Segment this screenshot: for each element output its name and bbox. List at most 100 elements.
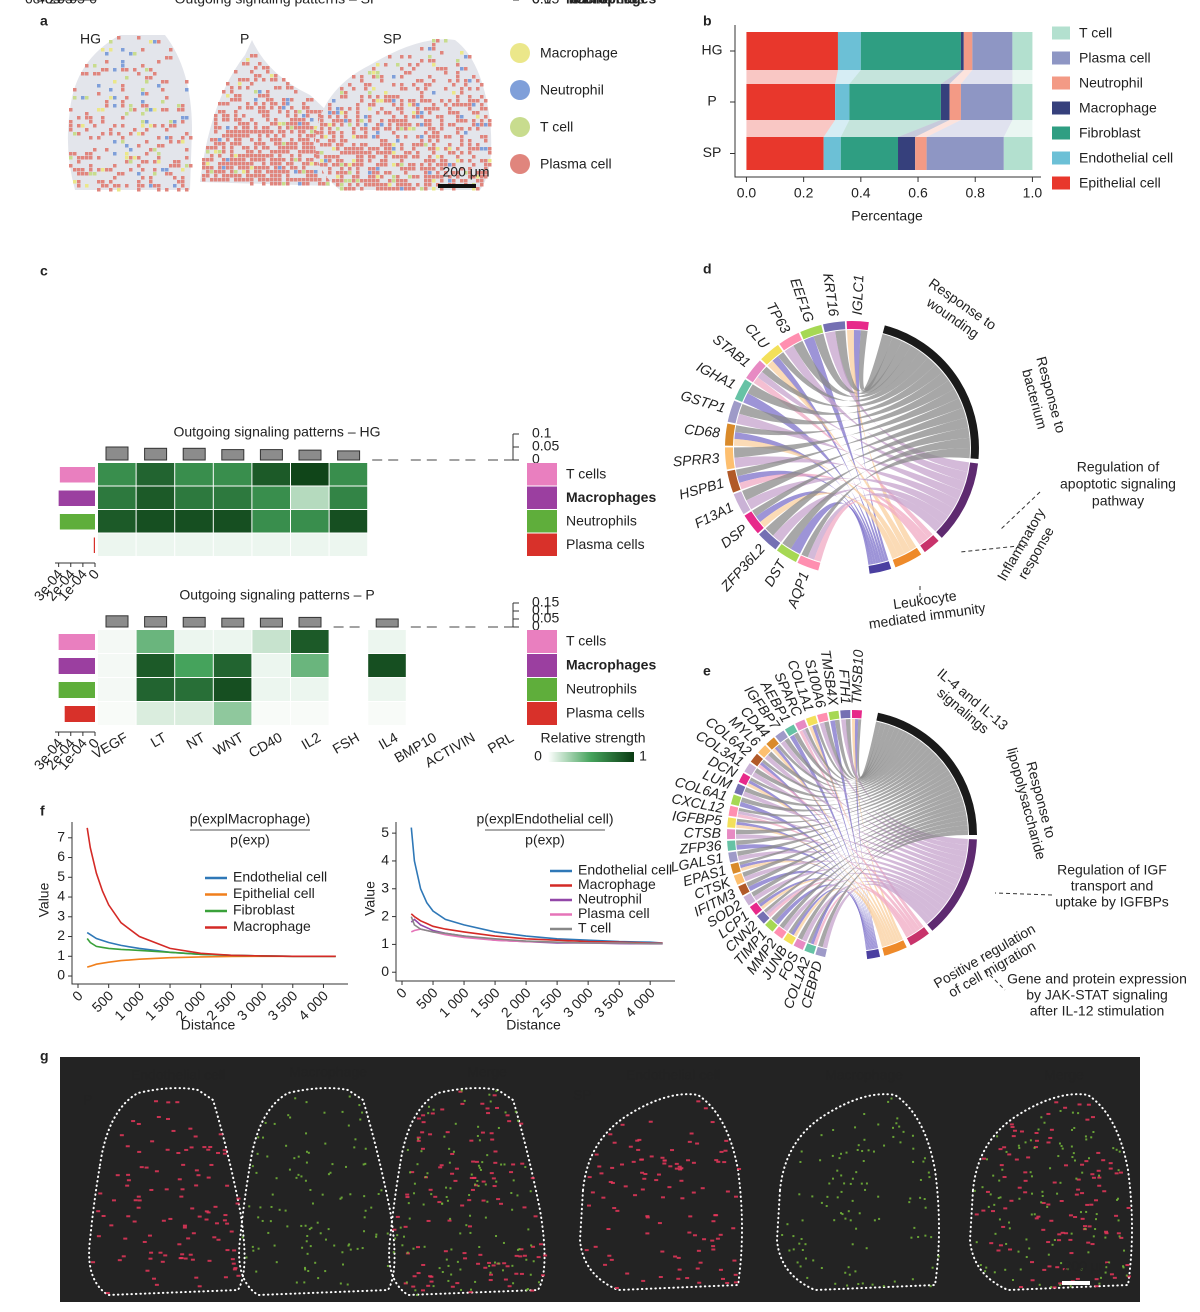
cell-spot: [133, 52, 137, 56]
cell-spot: [314, 130, 318, 134]
column-total-bar: [298, 449, 322, 461]
signal-spot: [993, 1271, 996, 1274]
cell-spot: [133, 128, 137, 132]
cell-spot: [266, 110, 270, 114]
signal-spot: [820, 1201, 823, 1204]
cell-spot: [262, 142, 266, 146]
signal-spot: [401, 1244, 404, 1247]
signal-spot: [305, 1161, 308, 1164]
cell-spot: [416, 111, 420, 115]
cell-spot: [246, 146, 250, 150]
signal-spot: [1033, 1213, 1036, 1216]
cell-spot: [113, 176, 117, 180]
cell-spot: [262, 102, 266, 106]
signal-spot: [1092, 1130, 1095, 1133]
signal-spot: [928, 1176, 931, 1179]
cell-spot: [141, 112, 145, 116]
cell-spot: [210, 146, 214, 150]
cell-spot: [181, 104, 185, 108]
y-tick-label: P: [707, 93, 716, 109]
cell-spot: [222, 178, 226, 182]
heatmap-cell: [252, 654, 290, 677]
signal-spot: [514, 1254, 519, 1257]
signal-spot: [919, 1196, 922, 1199]
signal-spot: [1059, 1283, 1062, 1286]
cell-spot: [246, 106, 250, 110]
signal-spot: [696, 1249, 701, 1252]
cell-spot: [464, 171, 468, 175]
cell-spot: [230, 170, 234, 174]
cell-spot: [298, 182, 302, 186]
signal-spot: [149, 1251, 154, 1254]
cell-spot: [372, 127, 376, 131]
cell-spot: [117, 184, 121, 188]
heatmap-cell: [368, 678, 406, 701]
cell-spot: [230, 158, 234, 162]
cell-spot: [278, 126, 282, 130]
cell-spot: [153, 184, 157, 188]
signal-spot: [1008, 1227, 1011, 1230]
cell-spot: [254, 170, 258, 174]
cell-spot: [125, 152, 129, 156]
cell-spot: [384, 99, 388, 103]
signal-spot: [477, 1164, 480, 1167]
signal-spot: [364, 1209, 367, 1212]
cell-spot: [314, 154, 318, 158]
signal-spot: [612, 1207, 617, 1210]
cell-spot: [157, 152, 161, 156]
signal-spot: [973, 1189, 976, 1192]
cell-spot: [258, 74, 262, 78]
signal-spot: [662, 1162, 667, 1165]
cell-spot: [316, 131, 320, 135]
signal-spot: [477, 1125, 480, 1128]
signal-spot: [737, 1167, 742, 1170]
cell-spot: [352, 187, 356, 191]
cell-spot: [290, 138, 294, 142]
cell-spot: [452, 111, 456, 115]
cell-spot: [202, 174, 206, 178]
cell-spot: [157, 184, 161, 188]
cell-spot: [484, 107, 488, 111]
signal-spot: [713, 1214, 718, 1217]
panel-letter: g: [40, 1048, 49, 1064]
signal-spot: [826, 1195, 829, 1198]
signal-spot: [91, 1261, 96, 1264]
bar-segment: [746, 137, 824, 170]
cell-spot: [125, 96, 129, 100]
signal-spot: [1075, 1277, 1080, 1280]
heatmap-cell: [175, 654, 213, 677]
signal-spot: [261, 1219, 264, 1222]
signal-spot: [348, 1243, 351, 1246]
cell-spot: [222, 114, 226, 118]
signal-spot: [447, 1219, 452, 1222]
cell-spot: [101, 48, 105, 52]
cell-spot: [396, 179, 400, 183]
signal-spot: [256, 1152, 259, 1155]
signal-spot: [858, 1212, 861, 1215]
cell-spot: [376, 175, 380, 179]
cell-spot: [320, 163, 324, 167]
signal-spot: [525, 1288, 528, 1291]
signal-spot: [1094, 1228, 1097, 1231]
cell-spot: [97, 156, 101, 160]
legend-label: Endothelial cell: [578, 862, 672, 878]
signal-spot: [476, 1179, 479, 1182]
signal-spot: [105, 1292, 110, 1295]
gene-arc: [804, 943, 817, 955]
signal-spot: [1075, 1177, 1078, 1180]
cell-spot: [352, 75, 356, 79]
cell-spot: [282, 78, 286, 82]
y-tick-label: 7: [57, 829, 65, 845]
cell-spot: [101, 68, 105, 72]
cell-spot: [324, 135, 328, 139]
cell-spot: [372, 75, 376, 79]
cell-spot: [368, 183, 372, 187]
cell-spot: [294, 170, 298, 174]
cell-spot: [412, 103, 416, 107]
signal-spot: [1017, 1250, 1020, 1253]
column-total-bar: [144, 447, 168, 461]
signal-spot: [295, 1176, 298, 1179]
signal-spot: [1105, 1261, 1110, 1264]
cell-spot: [416, 151, 420, 155]
chart-title: p(explMacrophage): [190, 811, 311, 827]
